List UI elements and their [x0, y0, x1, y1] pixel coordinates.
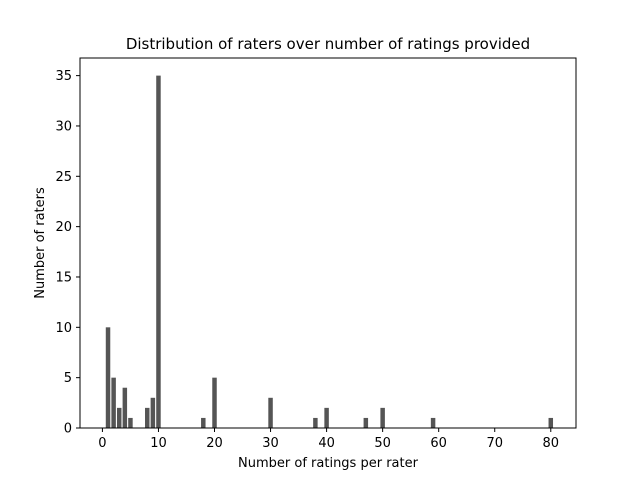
y-tick-label: 10: [55, 321, 72, 336]
x-tick-label: 40: [318, 436, 335, 451]
x-tick-label: 80: [543, 436, 560, 451]
bars-group: [105, 75, 554, 428]
bar: [156, 75, 161, 428]
y-axis-ticks: 0 5 10 15 20 25 30 35: [55, 69, 80, 437]
plot-frame: [79, 57, 577, 429]
y-tick-label: 5: [64, 371, 72, 386]
bar: [324, 407, 329, 428]
chart-title: Distribution of raters over number of ra…: [126, 35, 530, 53]
bar: [430, 417, 436, 428]
bar: [380, 407, 385, 428]
bar: [363, 417, 369, 428]
bar: [268, 397, 273, 428]
bar: [313, 417, 318, 428]
x-axis-ticks: 0 10 20 30 40 50 60 70 80: [98, 428, 559, 451]
y-tick-label: 20: [55, 220, 72, 235]
y-tick-label: 25: [55, 170, 72, 185]
y-tick-label: 30: [55, 119, 72, 134]
bar: [122, 387, 128, 428]
x-tick-label: 0: [98, 436, 106, 451]
y-tick-label: 0: [64, 422, 72, 437]
y-axis-label: Number of raters: [33, 187, 48, 299]
bar: [128, 417, 133, 428]
bar: [201, 417, 206, 428]
bar: [212, 377, 217, 428]
bar: [150, 397, 156, 428]
y-tick-label: 35: [55, 69, 72, 84]
x-tick-label: 50: [374, 436, 391, 451]
bar: [145, 407, 150, 428]
x-tick-label: 70: [486, 436, 503, 451]
bar: [111, 377, 116, 428]
x-tick-label: 10: [150, 436, 167, 451]
y-tick-label: 15: [55, 270, 72, 285]
x-tick-label: 60: [430, 436, 447, 451]
x-tick-label: 20: [206, 436, 223, 451]
bar: [116, 407, 122, 428]
bar: [548, 417, 554, 428]
x-tick-label: 30: [262, 436, 279, 451]
bar: [105, 327, 111, 428]
x-axis-label: Number of ratings per rater: [238, 456, 419, 471]
